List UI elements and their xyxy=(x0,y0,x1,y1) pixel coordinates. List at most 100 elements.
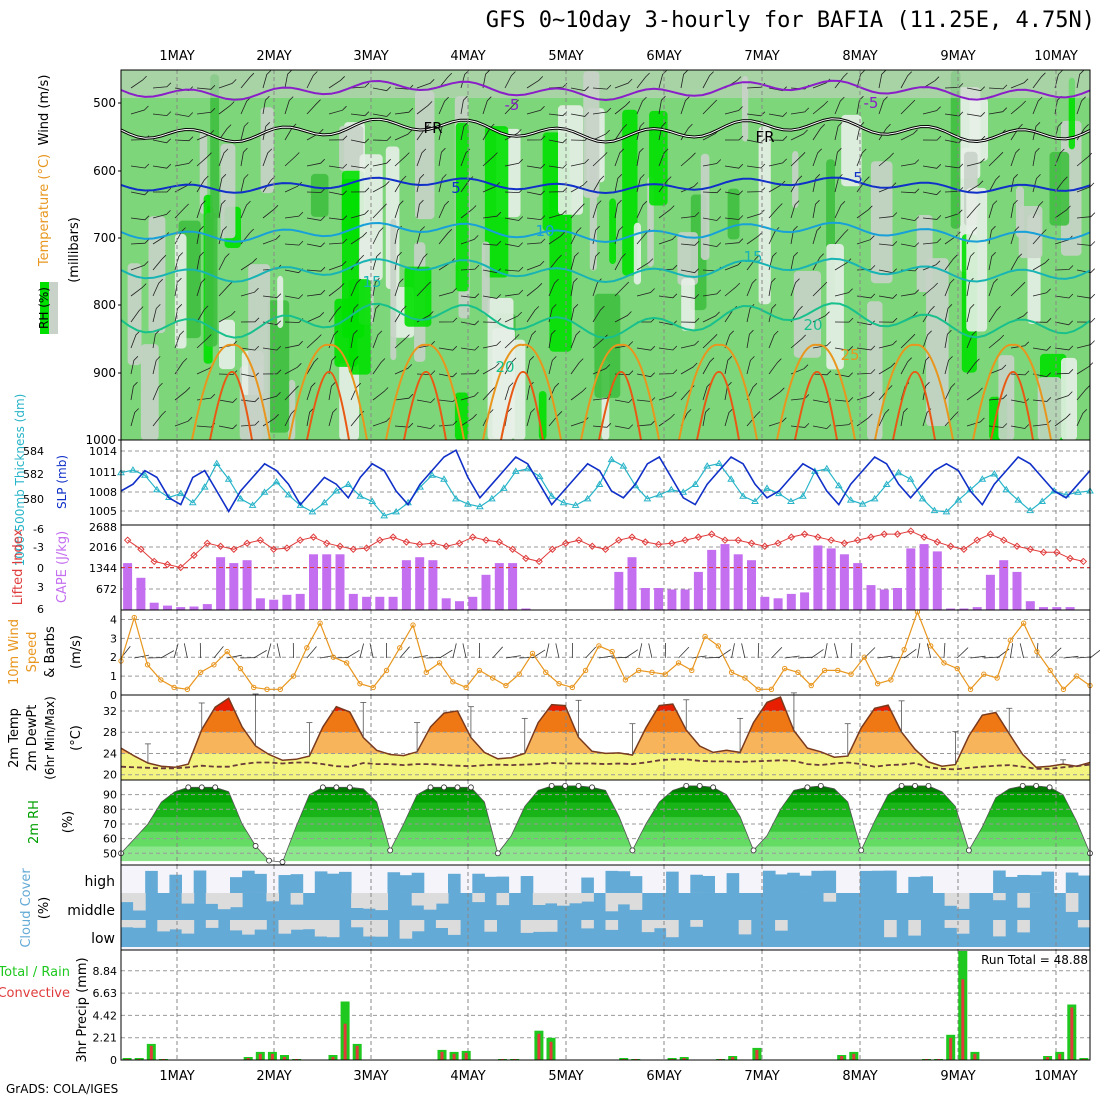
wind-barb xyxy=(614,174,623,193)
thickness-tick-label: 582 xyxy=(23,468,44,481)
cloud-gap xyxy=(581,893,594,902)
rh-patch xyxy=(481,241,490,315)
freezing-line-inner xyxy=(120,118,1091,143)
wind-speed-marker xyxy=(290,673,297,679)
cloud-gap xyxy=(266,893,279,902)
cape-bar xyxy=(149,602,159,610)
cloud-high-bar xyxy=(617,871,631,894)
wind-barb xyxy=(702,188,722,194)
wind-barb xyxy=(570,227,582,245)
wind-barb-10m xyxy=(213,646,224,659)
cape-tick-label: 1344 xyxy=(89,562,117,575)
slp-tick-label: 1005 xyxy=(89,505,117,518)
rh-patch xyxy=(455,122,469,292)
wind-barb xyxy=(130,356,139,375)
wind-barb xyxy=(966,227,978,245)
wind-label-line2: Speed xyxy=(25,632,40,673)
date-label-bottom: 9MAY xyxy=(940,1069,975,1084)
wind-barb xyxy=(1076,212,1096,219)
wind-barb xyxy=(790,278,800,297)
wind-barb xyxy=(306,99,321,115)
wind-barb xyxy=(262,320,281,326)
wind-barb-10m xyxy=(890,656,906,659)
rh-patch xyxy=(310,173,329,217)
wind-speed-marker xyxy=(1020,620,1027,626)
wind-barb xyxy=(262,205,279,219)
thickness-marker xyxy=(499,484,508,491)
cape-bar xyxy=(494,563,504,610)
rh-marker xyxy=(898,782,905,789)
wind-barb xyxy=(922,381,930,401)
wind-speed-marker xyxy=(357,680,363,687)
wind-barb xyxy=(306,382,316,401)
wind-barb xyxy=(878,409,890,427)
wind-barb xyxy=(196,334,212,349)
cape-tick-label: 672 xyxy=(96,583,117,596)
wind-tick-label: 0 xyxy=(110,689,117,702)
wind-barb xyxy=(460,95,468,115)
precip-convective-bar xyxy=(949,1037,953,1060)
thickness-marker xyxy=(775,489,783,497)
temp-line xyxy=(120,696,1091,769)
wind-barb xyxy=(658,148,669,167)
wind-barb xyxy=(1054,70,1063,89)
lifted-index-marker xyxy=(177,563,185,572)
cape-bar xyxy=(415,557,425,610)
wind-barb xyxy=(966,304,975,323)
wind-barb xyxy=(878,362,896,375)
wind-barb xyxy=(262,95,270,115)
wind-barb xyxy=(944,278,955,297)
wind-barb xyxy=(878,70,886,89)
rh-patch xyxy=(267,300,290,433)
lifted-index-marker xyxy=(575,536,583,544)
rh-patch xyxy=(609,198,616,265)
wind-barb xyxy=(944,163,964,169)
temp-contour-20 xyxy=(120,302,1091,340)
lifted-index-marker xyxy=(415,540,424,549)
date-label-bottom: 10MAY xyxy=(1034,1069,1078,1084)
date-label-bottom: 6MAY xyxy=(646,1069,681,1084)
temp-contour-30 xyxy=(794,371,838,441)
wind-barb xyxy=(284,409,296,427)
thickness-marker xyxy=(619,462,628,469)
cloud-high-bar xyxy=(787,872,800,894)
wind-barb xyxy=(636,147,644,167)
wind-barb xyxy=(196,152,212,167)
wind-barb xyxy=(922,106,941,115)
wind-barb xyxy=(152,382,163,401)
rh-marker xyxy=(548,782,555,789)
thickness-marker xyxy=(858,500,867,507)
wind-barb xyxy=(372,358,386,375)
lifted-index-marker xyxy=(123,536,132,544)
lifted-index-marker xyxy=(508,545,517,553)
rh-patch xyxy=(415,90,435,220)
cloud-gap xyxy=(690,920,703,927)
wind-barb xyxy=(1032,174,1041,193)
temp-contour-25 xyxy=(288,343,368,441)
cape-bar xyxy=(879,589,889,610)
wind-barb xyxy=(350,187,370,193)
date-label-top: 8MAY xyxy=(842,49,877,64)
wind-barb xyxy=(284,385,299,401)
wind-barb xyxy=(614,398,634,403)
li-tick-label: -3 xyxy=(33,541,44,554)
wind-barb xyxy=(328,330,339,349)
thickness-marker xyxy=(810,467,819,474)
wind-barb xyxy=(394,200,404,219)
wind-barb-10m xyxy=(160,650,175,659)
wind-speed-marker xyxy=(596,643,602,649)
wind-barb xyxy=(636,200,648,219)
cloud-gap xyxy=(290,920,304,930)
rh-marker xyxy=(575,782,582,789)
precip-convective-bar xyxy=(149,1045,153,1060)
rh-marker xyxy=(494,850,501,857)
wind-barb-10m xyxy=(691,655,707,659)
wind-speed-marker xyxy=(224,648,230,655)
wind-barb xyxy=(416,398,436,403)
wind-speed-marker xyxy=(994,675,1000,681)
cloud-gap xyxy=(181,893,195,904)
lifted-index-marker xyxy=(402,538,411,546)
wind-speed-marker xyxy=(967,686,974,693)
wind-barb xyxy=(1032,96,1043,115)
rh-patch xyxy=(390,218,397,361)
